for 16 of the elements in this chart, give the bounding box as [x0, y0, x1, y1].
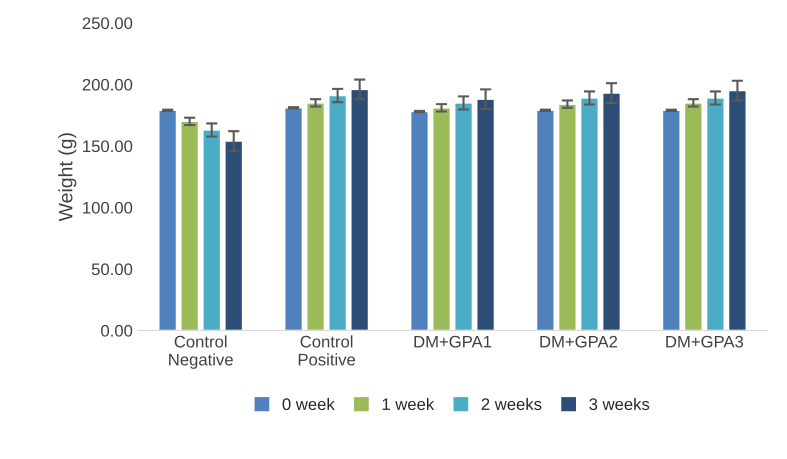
x-tick-label: Control Positive: [298, 335, 356, 366]
y-tick-label: 250.00: [82, 17, 132, 30]
y-tick-label: 150.00: [83, 140, 132, 152]
x-tick-label: DM+GPA1: [414, 336, 492, 348]
legend-label: 2 weeks: [482, 398, 542, 410]
y-tick-label: 50.00: [92, 263, 132, 276]
y-tick-label: 100.00: [83, 202, 132, 214]
legend-label: 3 weeks: [589, 398, 650, 410]
y-axis-title: Weight (g): [58, 133, 76, 222]
x-tick-label: DM+GPA2: [540, 336, 618, 348]
y-tick-label: 0.00: [101, 324, 132, 337]
x-tick-label: Control Negative: [169, 335, 233, 369]
x-tick-label: DM+GPA3: [666, 336, 744, 348]
y-tick-label: 200.00: [82, 78, 132, 91]
legend-label: 1 week: [382, 398, 434, 410]
legend-label: 0 week: [282, 398, 335, 410]
